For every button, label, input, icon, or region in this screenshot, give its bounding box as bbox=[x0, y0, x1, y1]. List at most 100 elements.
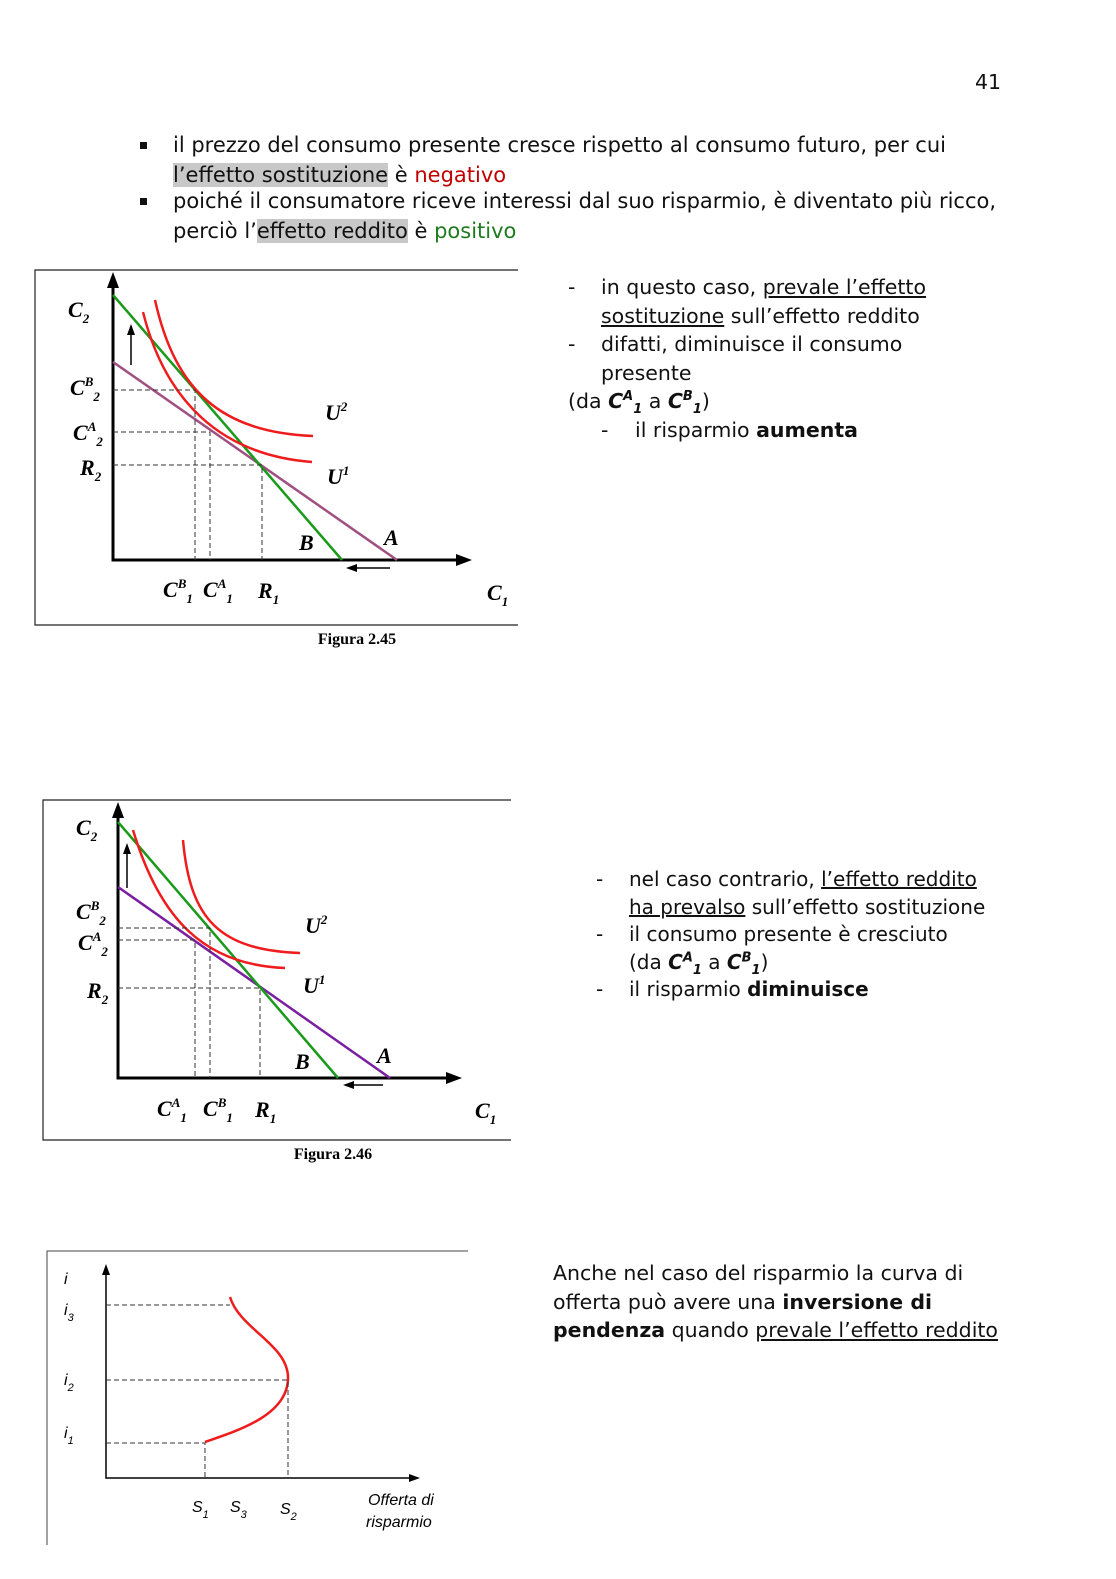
symbol-sub: 1 bbox=[633, 402, 643, 418]
text: il risparmio bbox=[629, 977, 748, 1001]
text: in questo caso, bbox=[601, 275, 763, 299]
supply-curve bbox=[204, 1296, 290, 1444]
arrowhead bbox=[127, 324, 135, 335]
dash: - bbox=[601, 417, 609, 442]
note: - il risparmio diminuisce bbox=[596, 976, 996, 1004]
label-sup: 1 bbox=[319, 972, 326, 987]
label-base: C bbox=[76, 815, 91, 840]
label-base: U bbox=[305, 913, 322, 938]
diagram-label: C1 bbox=[487, 580, 508, 609]
label-sub: 1 bbox=[270, 1111, 277, 1126]
text: (da bbox=[629, 949, 669, 974]
diagram-label: S2 bbox=[280, 1501, 297, 1523]
budget-line-a bbox=[117, 885, 391, 1080]
dash: - bbox=[596, 867, 604, 891]
note: - il risparmio aumenta bbox=[601, 416, 988, 445]
text: sull’effetto sostituzione bbox=[745, 894, 986, 919]
text: a bbox=[642, 389, 668, 413]
note: - in questo caso, prevale l’effetto sosti… bbox=[568, 273, 988, 330]
text: difatti, diminuisce il consumo presente bbox=[601, 332, 903, 385]
symbol: C bbox=[726, 949, 742, 974]
bold: inversione di pendenza bbox=[553, 1289, 933, 1343]
diagram-label: CA2 bbox=[78, 929, 108, 959]
text: il risparmio bbox=[635, 417, 757, 442]
label-sup: A bbox=[92, 929, 102, 944]
notes: - nel caso contrario, l’effetto reddito h… bbox=[596, 866, 996, 1004]
label-base: B bbox=[298, 530, 314, 555]
arrowhead bbox=[123, 843, 131, 854]
label-base: C bbox=[76, 899, 91, 924]
indifference-curve-u2 bbox=[153, 299, 314, 438]
diagram-label: C2 bbox=[68, 297, 90, 326]
label-base: S bbox=[192, 1499, 203, 1516]
figure-caption: Figura 2.45 bbox=[318, 631, 396, 648]
label-base: B bbox=[294, 1049, 310, 1074]
label-sup: B bbox=[217, 1095, 227, 1110]
label-sub: 2 bbox=[92, 389, 100, 404]
label-base: R bbox=[254, 1097, 270, 1122]
note: - nel caso contrario, l’effetto reddito h… bbox=[596, 866, 996, 921]
label-sub: 2 bbox=[101, 992, 109, 1007]
bold: diminuisce bbox=[747, 977, 869, 1001]
label-base: C bbox=[203, 577, 218, 602]
note: - difatti, diminuisce il consumo presente bbox=[568, 330, 988, 387]
label-sup: B bbox=[84, 374, 94, 389]
label-sub: 1 bbox=[68, 1435, 74, 1447]
label-sub: 1 bbox=[186, 591, 193, 606]
diagram-label: A bbox=[375, 1043, 392, 1068]
diagram-label: CB1 bbox=[203, 1095, 233, 1125]
axes bbox=[105, 1272, 412, 1479]
indifference-curve-u1 bbox=[131, 829, 286, 970]
symbol-sub: 1 bbox=[692, 402, 702, 418]
label-base: U bbox=[325, 400, 342, 425]
result: negativo bbox=[414, 163, 507, 187]
label-base: C bbox=[157, 1096, 172, 1121]
axes bbox=[116, 815, 450, 1080]
figure-frame bbox=[42, 799, 511, 1141]
arrowhead bbox=[446, 1072, 462, 1084]
label-sup: 1 bbox=[343, 463, 350, 478]
underlined: l’effetto reddito ha prevalso bbox=[629, 867, 977, 919]
arrowhead bbox=[456, 554, 472, 566]
label-base: C bbox=[68, 297, 83, 322]
label-base: i bbox=[64, 1372, 68, 1389]
text: ) bbox=[760, 949, 769, 974]
highlight: l’effetto sostituzione bbox=[173, 163, 389, 187]
budget-line-b bbox=[112, 294, 343, 561]
text: nel caso contrario, bbox=[629, 867, 822, 891]
label-base: C bbox=[70, 375, 85, 400]
diagram-label: S3 bbox=[230, 1499, 248, 1521]
diagram-label: B bbox=[294, 1049, 310, 1074]
label-base: U bbox=[303, 973, 320, 998]
label-sub: 2 bbox=[98, 913, 106, 928]
symbol-sup: A bbox=[623, 389, 634, 405]
underlined: prevale l’effetto reddito bbox=[755, 1318, 998, 1342]
diagram-label: i2 bbox=[64, 1372, 74, 1394]
arrowhead bbox=[346, 564, 357, 572]
label-sub: 2 bbox=[94, 469, 102, 484]
label-sub: 2 bbox=[82, 311, 90, 326]
x-axis-label: Offerta di bbox=[368, 1492, 434, 1509]
diagram-label: CA1 bbox=[203, 576, 233, 606]
label-base: C bbox=[78, 930, 93, 955]
symbol-sub: 1 bbox=[692, 962, 702, 978]
label-sub: 3 bbox=[241, 1509, 248, 1521]
label-base: R bbox=[257, 578, 273, 603]
label-sub: 1 bbox=[203, 1509, 209, 1521]
text: poiché il consumatore riceve interessi d… bbox=[173, 189, 997, 243]
diagram-label: U1 bbox=[303, 972, 325, 998]
intro-bullets: il prezzo del consumo presente cresce ri… bbox=[140, 130, 1008, 246]
diagram-label: CA1 bbox=[157, 1095, 187, 1125]
text: è bbox=[388, 163, 415, 187]
label-sub: 2 bbox=[95, 434, 103, 449]
arrowhead bbox=[409, 1474, 420, 1482]
label-base: C bbox=[475, 1098, 490, 1123]
symbol-sup: A bbox=[682, 949, 693, 965]
diagram-label: CA2 bbox=[73, 419, 103, 449]
symbol-sub: 1 bbox=[751, 962, 761, 978]
label-base: C bbox=[163, 577, 178, 602]
text: sull’effetto reddito bbox=[724, 303, 920, 328]
label-sub: 1 bbox=[180, 1110, 187, 1125]
diagram-label: i3 bbox=[64, 1302, 75, 1324]
bullet-marker bbox=[140, 142, 147, 149]
